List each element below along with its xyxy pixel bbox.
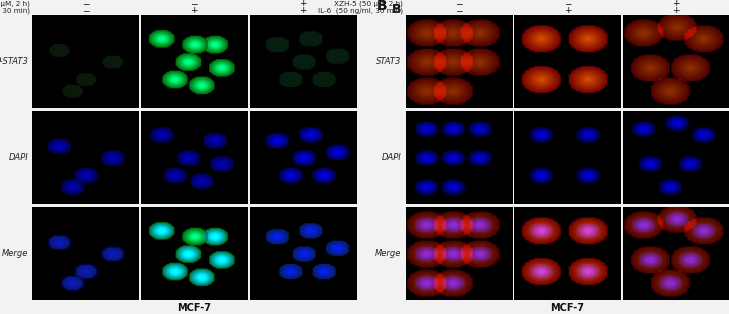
Text: IL-6  (50 ng/ml, 30 min): IL-6 (50 ng/ml, 30 min) bbox=[318, 7, 403, 14]
Text: −: − bbox=[190, 0, 198, 8]
Text: B: B bbox=[376, 0, 387, 13]
Text: −: − bbox=[455, 6, 462, 15]
Text: DAPI: DAPI bbox=[9, 153, 28, 162]
Text: −: − bbox=[564, 0, 571, 8]
Text: +: + bbox=[299, 0, 306, 8]
Text: P-STAT3: P-STAT3 bbox=[0, 57, 28, 66]
Text: DAPI: DAPI bbox=[382, 153, 402, 162]
Text: +: + bbox=[190, 6, 198, 15]
Text: XZH-5 (50 μM, 2 h): XZH-5 (50 μM, 2 h) bbox=[334, 1, 403, 8]
Text: Merge: Merge bbox=[2, 249, 28, 258]
Text: −: − bbox=[82, 6, 89, 15]
Text: XZH-5 (50 μM, 2 h): XZH-5 (50 μM, 2 h) bbox=[0, 1, 30, 8]
Text: STAT3: STAT3 bbox=[376, 57, 402, 66]
Text: MCF-7: MCF-7 bbox=[177, 303, 211, 313]
Text: −: − bbox=[455, 0, 462, 8]
Text: +: + bbox=[672, 6, 679, 15]
Text: MCF-7: MCF-7 bbox=[550, 303, 585, 313]
Text: +: + bbox=[672, 0, 679, 8]
Text: +: + bbox=[564, 6, 571, 15]
Text: +: + bbox=[299, 6, 306, 15]
Text: −: − bbox=[82, 0, 89, 8]
Text: Merge: Merge bbox=[375, 249, 402, 258]
Text: B: B bbox=[392, 3, 402, 16]
Text: IL-6  (50 ng/ml, 30 min): IL-6 (50 ng/ml, 30 min) bbox=[0, 7, 30, 14]
